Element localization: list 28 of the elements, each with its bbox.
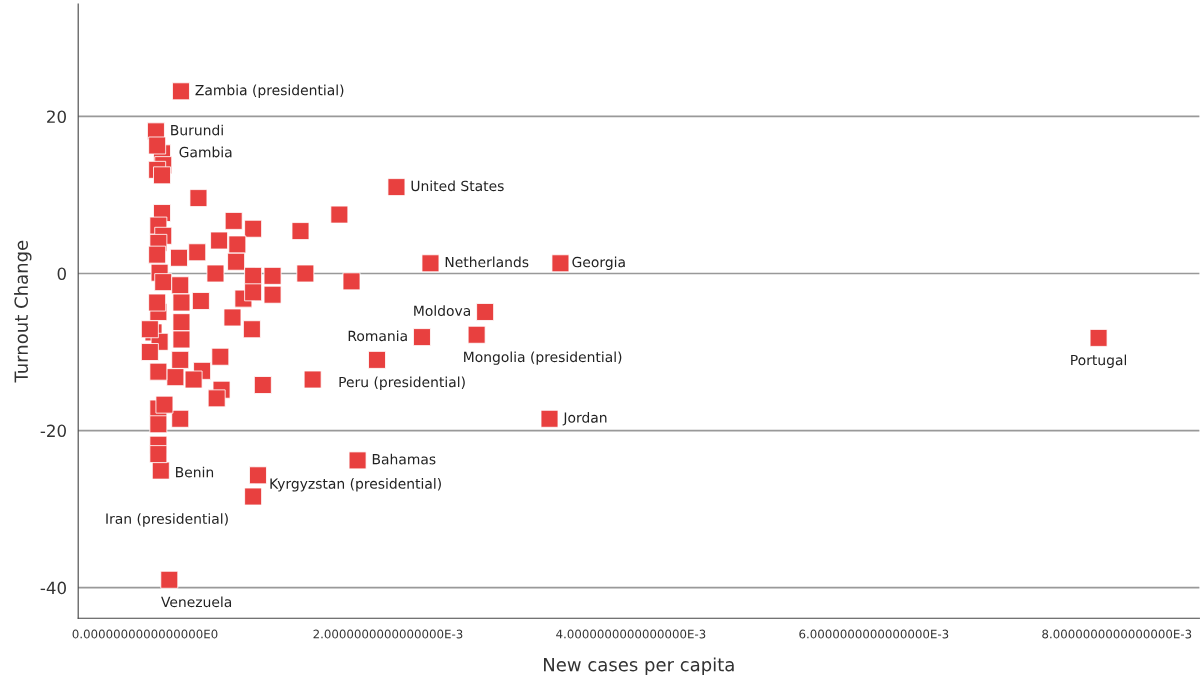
- annotation: Jordan: [562, 412, 607, 426]
- annotation: Romania: [348, 330, 407, 342]
- x-tick-label: 4.0000000000000000E-3: [556, 629, 706, 639]
- x-tick-label: 2.0000000000000000E-3: [313, 629, 463, 639]
- annotation: Moldova: [414, 305, 470, 317]
- annotation: United States: [411, 180, 504, 192]
- annotation: Venezuela: [161, 596, 232, 608]
- x-tick-label: 6.0000000000000000E-3: [799, 629, 949, 639]
- annotation: Burundi: [171, 124, 223, 136]
- annotation: Benin: [176, 466, 214, 478]
- annotation: Netherlands: [445, 256, 529, 268]
- annotation: Kyrgyzstan (presidential): [270, 478, 441, 492]
- y-tick-label: 20: [47, 110, 66, 124]
- y-tick-label: -40: [40, 581, 66, 595]
- y-tick-label: 0: [57, 267, 66, 281]
- annotation: Portugal: [1071, 354, 1127, 368]
- y-axis-title: Turnout Change: [14, 240, 32, 383]
- y-tick-label: -20: [40, 424, 66, 438]
- annotation: Iran (presidential): [106, 513, 228, 527]
- annotation: Peru (presidential): [339, 376, 465, 390]
- x-tick-label: 0.0000000000000000E0: [72, 629, 218, 639]
- x-tick-label: 8.0000000000000000E-3: [1042, 629, 1192, 639]
- annotation: Mongolia (presidential): [464, 351, 622, 365]
- annotation: Bahamas: [372, 453, 436, 465]
- annotation: Zambia (presidential): [195, 84, 344, 99]
- annotation: Georgia: [572, 256, 625, 271]
- annotation: Gambia: [179, 146, 232, 158]
- x-axis-title: New cases per capita: [544, 657, 734, 675]
